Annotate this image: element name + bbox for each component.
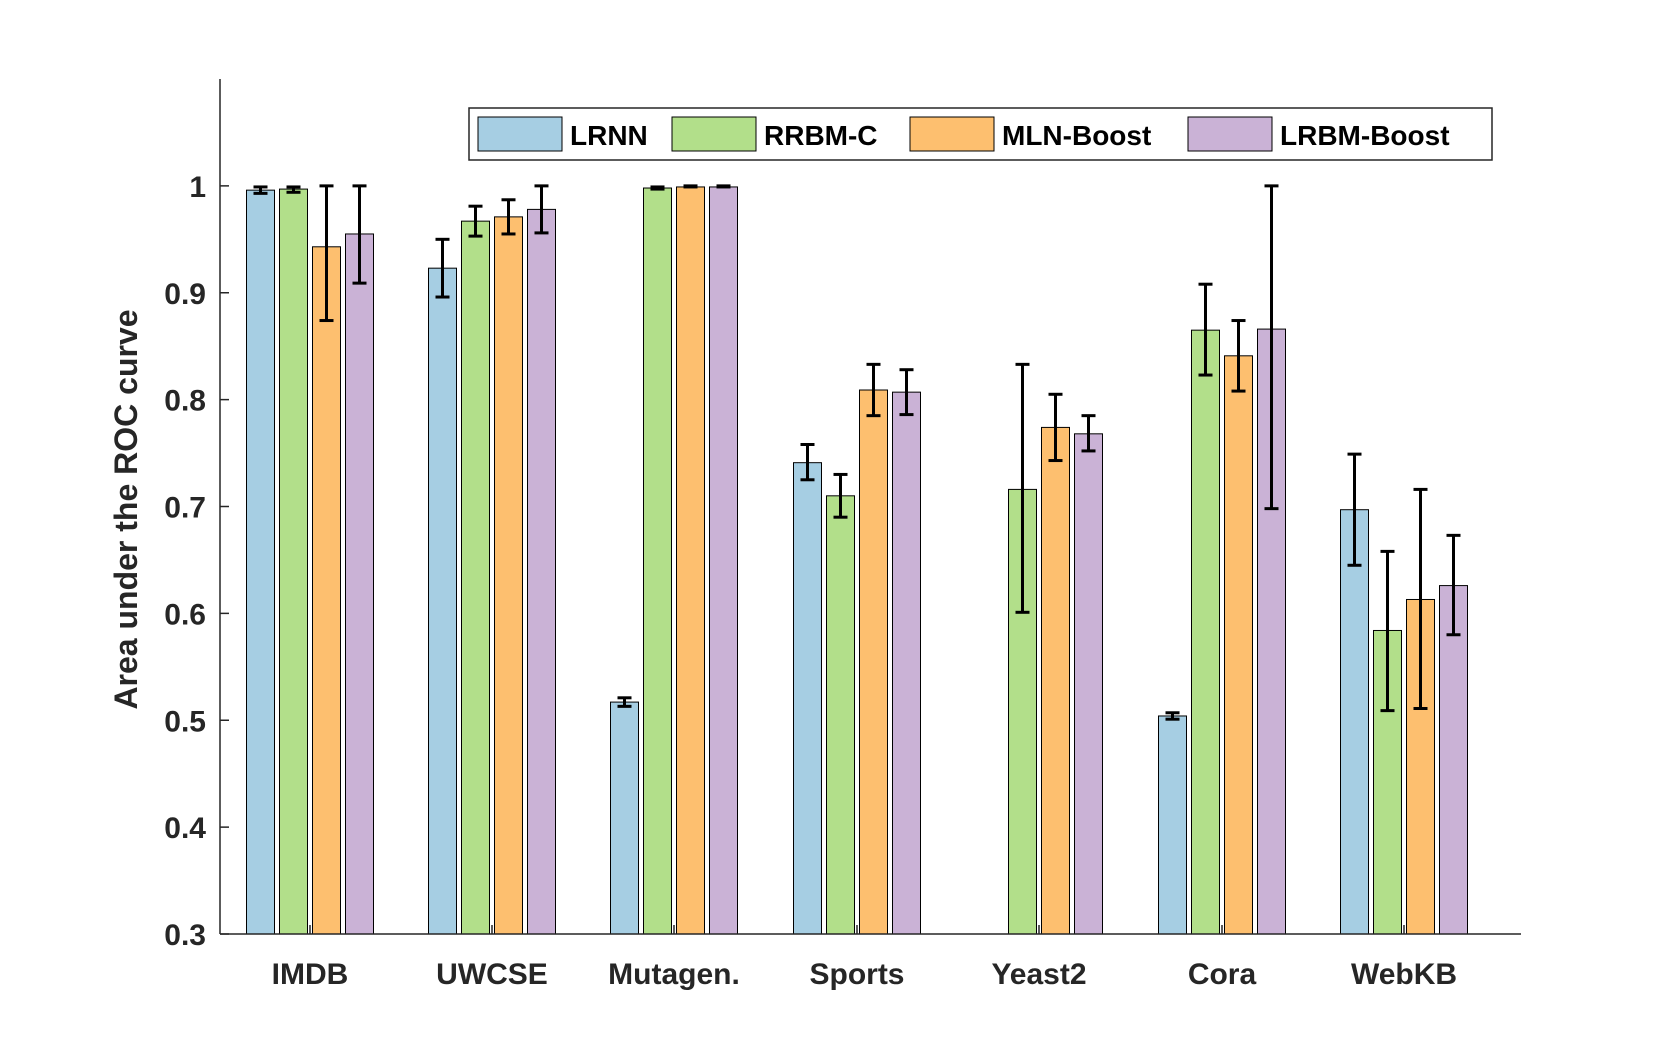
legend-swatch xyxy=(671,116,757,152)
y-tick-label: 0.5 xyxy=(164,705,206,738)
x-tick-label: Sports xyxy=(809,958,904,991)
x-tick-label: WebKB xyxy=(1351,958,1457,991)
legend-item-rrbm-c: RRBM-C xyxy=(671,116,878,152)
error-bar xyxy=(1081,414,1096,453)
bar-lrnn-uwcse xyxy=(428,267,457,935)
bar-mln-boost-mutagen xyxy=(676,186,705,935)
y-tick-label: 0.4 xyxy=(164,812,206,845)
legend-label: RRBM-C xyxy=(764,120,878,151)
error-bar xyxy=(319,184,334,323)
y-tick-label: 1 xyxy=(189,171,206,204)
legend-item-lrnn: LRNN xyxy=(477,116,648,152)
error-bar xyxy=(1198,282,1213,377)
error-bar xyxy=(899,368,914,417)
y-tick-label: 0.3 xyxy=(164,919,206,952)
error-bar xyxy=(286,185,301,194)
bar-lrbm-boost-imdb xyxy=(345,233,374,935)
x-tick-label: Yeast2 xyxy=(991,958,1086,991)
bar-lrnn-sports xyxy=(793,462,822,935)
error-bar xyxy=(1446,533,1461,637)
bar-mln-boost-uwcse xyxy=(494,216,523,935)
error-bar xyxy=(1264,184,1279,511)
x-tick-label: IMDB xyxy=(272,958,349,991)
bar-mln-boost-imdb xyxy=(312,246,341,935)
bar-lrbm-boost-webkb xyxy=(1439,585,1468,935)
bar-lrnn-cora xyxy=(1158,715,1187,935)
error-bar xyxy=(1165,711,1180,721)
y-tick-label: 0.9 xyxy=(164,278,206,311)
error-bar xyxy=(253,185,268,195)
bar-lrbm-boost-mutagen xyxy=(709,186,738,935)
error-bar xyxy=(352,184,367,285)
x-tick-label: UWCSE xyxy=(436,958,548,991)
legend-swatch xyxy=(1187,116,1273,152)
error-bar xyxy=(1347,452,1362,567)
bars-layer xyxy=(246,186,1468,935)
bar-lrbm-boost-sports xyxy=(892,391,921,935)
error-bar xyxy=(833,472,848,519)
legend-item-mln-boost: MLN-Boost xyxy=(909,116,1151,152)
x-tick-label: Cora xyxy=(1188,958,1257,991)
error-bar xyxy=(468,204,483,238)
legend-label: LRNN xyxy=(570,120,648,151)
error-bar xyxy=(1015,362,1030,614)
error-bar xyxy=(1231,319,1246,393)
x-ticks-layer: IMDB UWCSE Mutagen. Sports Yeast2 Cora WebKB xyxy=(272,925,1457,991)
error-bar xyxy=(866,362,881,418)
x-tick-label: Mutagen. xyxy=(608,958,740,991)
y-axis-title: Area under the ROC curve xyxy=(108,309,144,709)
bar-rrbm-c-imdb xyxy=(279,188,308,935)
bar-lrnn-mutagen xyxy=(610,701,639,935)
legend-swatch xyxy=(909,116,995,152)
bar-mln-boost-sports xyxy=(859,389,888,935)
error-bar xyxy=(683,184,698,189)
error-bars-layer xyxy=(253,184,1461,721)
error-bar xyxy=(1413,487,1428,710)
bar-mln-boost-yeast2 xyxy=(1041,426,1070,935)
bar-lrnn-imdb xyxy=(246,189,275,935)
legend: LRNN RRBM-C MLN-Boost LRBM-Boost xyxy=(468,107,1493,161)
legend-swatch xyxy=(477,116,563,152)
error-bar xyxy=(716,184,731,189)
y-tick-label: 0.6 xyxy=(164,598,206,631)
y-tick-label: 0.7 xyxy=(164,492,206,525)
bar-lrbm-boost-yeast2 xyxy=(1074,433,1103,935)
legend-item-lrbm-boost: LRBM-Boost xyxy=(1187,116,1450,152)
error-bar xyxy=(1380,549,1395,713)
error-bar xyxy=(501,198,516,236)
bar-rrbm-c-cora xyxy=(1191,329,1220,935)
bar-lrbm-boost-uwcse xyxy=(527,208,556,935)
bar-rrbm-c-uwcse xyxy=(461,220,490,935)
bar-rrbm-c-sports xyxy=(826,495,855,935)
error-bar xyxy=(534,184,549,235)
legend-label: MLN-Boost xyxy=(1002,120,1151,151)
y-ticks-layer: 0.3 0.4 0.5 0.6 0.7 0.8 0.9 1 xyxy=(164,171,229,952)
y-tick-label: 0.8 xyxy=(164,385,206,418)
error-bar xyxy=(617,696,632,708)
bar-lrnn-webkb xyxy=(1340,509,1369,935)
legend-label: LRBM-Boost xyxy=(1280,120,1450,151)
error-bar xyxy=(1048,392,1063,463)
error-bar xyxy=(800,443,815,482)
bar-rrbm-c-mutagen xyxy=(643,187,672,935)
error-bar xyxy=(435,237,450,299)
bar-mln-boost-cora xyxy=(1224,355,1253,935)
error-bar xyxy=(650,185,665,191)
